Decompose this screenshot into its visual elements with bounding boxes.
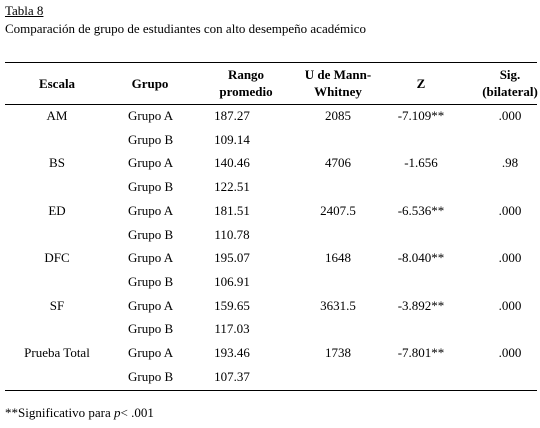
u-value: 1648 — [325, 250, 351, 266]
z-value: -6.536** — [397, 202, 445, 218]
u-value: 3631.5 — [320, 297, 356, 313]
scale-name: BS — [49, 155, 65, 171]
u-value: 2085 — [325, 108, 351, 123]
table-title: Comparación de grupo de estudiantes con … — [5, 21, 366, 36]
column-header: Whitney — [314, 84, 362, 99]
rank-value: 109.14 — [214, 131, 250, 147]
table-number: Tabla 8 — [5, 3, 44, 18]
group-name: Grupo B — [128, 179, 174, 195]
footnote-threshold: < .001 — [120, 405, 154, 420]
group-name: Grupo B — [128, 226, 174, 242]
column-header: Grupo — [131, 76, 169, 91]
u-value: 4706 — [325, 155, 351, 171]
u-value: 2407.5 — [320, 202, 356, 218]
group-name: Grupo A — [128, 250, 174, 266]
rank-value: 181.51 — [214, 202, 250, 218]
rank-value: 159.65 — [214, 297, 250, 313]
column-header: Rango — [227, 67, 265, 82]
group-name: Grupo B — [128, 321, 174, 337]
group-name: Grupo A — [128, 297, 174, 313]
column-header: promedio — [219, 84, 273, 99]
column-header: Escala — [38, 76, 76, 91]
rank-value: 122.51 — [214, 179, 250, 195]
column-header: Sig. — [499, 67, 521, 82]
rank-value: 117.03 — [214, 321, 250, 337]
z-value: -7.801** — [397, 345, 445, 360]
sig-value: .000 — [498, 345, 522, 360]
group-name: Grupo A — [128, 108, 174, 123]
group-name: Grupo A — [128, 202, 174, 218]
z-value: -3.892** — [397, 297, 445, 313]
z-value: -8.040** — [397, 250, 445, 266]
group-name: Grupo A — [128, 155, 174, 171]
group-name: Grupo B — [128, 131, 174, 147]
rank-value: 110.78 — [214, 226, 250, 242]
scale-name: SF — [49, 297, 65, 313]
column-header: Z — [416, 76, 426, 91]
u-value: 1738 — [325, 345, 351, 360]
bottom-rule — [5, 390, 537, 391]
group-name: Grupo A — [128, 345, 174, 360]
sig-value: .000 — [498, 250, 522, 266]
rank-value: 107.37 — [214, 368, 250, 384]
footnote-text: **Significativo para — [5, 405, 115, 420]
sig-value: .000 — [498, 297, 522, 313]
scale-name: AM — [46, 108, 68, 123]
z-value: -1.656 — [404, 155, 438, 171]
z-value: -7.109** — [397, 108, 445, 123]
scale-name: Prueba Total — [24, 345, 90, 360]
rank-value: 106.91 — [214, 273, 250, 289]
group-name: Grupo B — [128, 273, 174, 289]
column-header: (bilateral) — [482, 84, 538, 99]
sig-value: .98 — [501, 155, 519, 171]
sig-value: .000 — [498, 202, 522, 218]
scale-name: ED — [48, 202, 66, 218]
sig-value: .000 — [498, 108, 522, 123]
rank-value: 187.27 — [214, 108, 250, 123]
rank-value: 193.46 — [214, 345, 250, 360]
scale-name: DFC — [44, 250, 70, 266]
footnote: **Significativo para p< .001 — [5, 405, 154, 420]
top-rule — [5, 62, 537, 63]
rank-value: 195.07 — [214, 250, 250, 266]
header-rule — [5, 104, 537, 105]
rank-value: 140.46 — [214, 155, 250, 171]
footnote-symbol: p — [114, 405, 121, 420]
column-header: U de Mann- — [304, 67, 372, 82]
group-name: Grupo B — [128, 368, 174, 384]
